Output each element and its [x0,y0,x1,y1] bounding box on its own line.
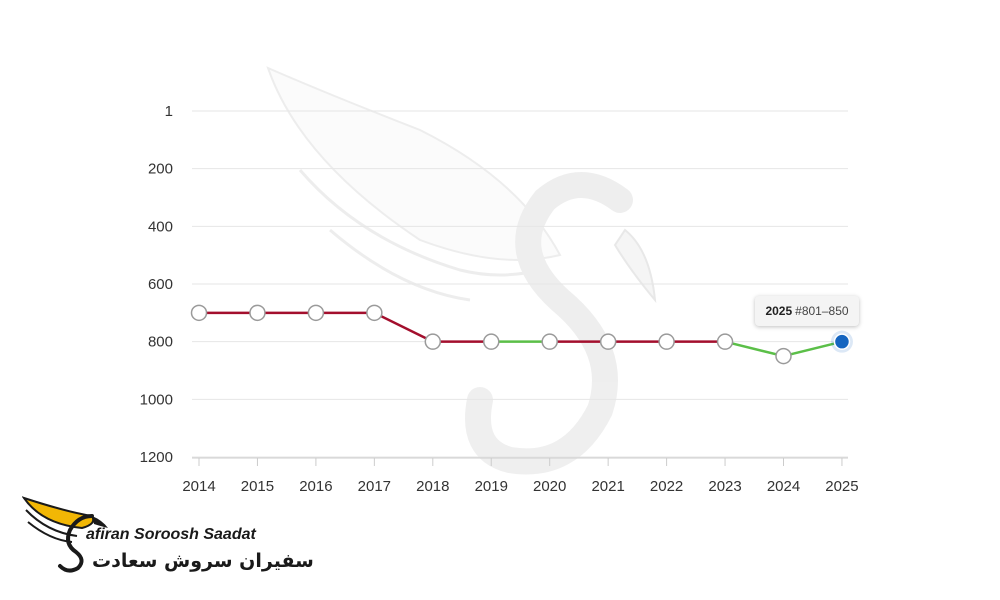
brand-name-fa: سفیران سروش سعادت [92,550,314,572]
x-tick-label: 2018 [416,478,449,495]
data-point [483,333,500,350]
data-point [658,333,675,350]
x-tick-label: 2019 [475,478,508,495]
x-tick-label: 2023 [708,478,741,495]
data-point [541,333,558,350]
x-tick-label: 2015 [241,478,274,495]
data-point [307,304,325,322]
x-tick-label: 2014 [182,478,215,495]
x-tick-label: 2016 [299,478,332,495]
tooltip-year: 2025 [765,304,793,318]
data-point [424,333,442,350]
y-tick-label: 1 [165,103,173,120]
series-segment [373,311,435,343]
y-tick-label: 400 [148,218,173,235]
brand-name-en: afiran Soroosh Saadat [86,526,256,543]
y-tick-label: 200 [148,161,173,178]
data-point-active [833,333,851,350]
x-tick-label: 2017 [358,478,391,495]
series-segment [723,340,785,358]
y-tick-label: 1000 [140,391,173,408]
x-tick-label: 2021 [591,478,624,495]
data-point [775,347,792,365]
y-tick-label: 600 [148,276,173,293]
tooltip: 2025 #801–850 [755,296,859,326]
brand-logo: afiran Soroosh Saadat سفیران سروش سعادت [22,494,314,578]
y-tick-label: 800 [148,334,173,351]
data-point [716,333,734,350]
data-point [249,304,266,322]
swan-wing-icon [22,496,108,573]
y-tick-label: 1200 [140,449,173,466]
x-tick-label: 2020 [533,478,566,495]
tooltip-rank: #801–850 [795,304,849,318]
x-tick-label: 2025 [825,478,858,495]
watermark-logo [266,66,657,475]
data-point [599,333,617,350]
x-tick-label: 2024 [767,478,800,495]
data-point [190,304,208,322]
data-point [366,304,383,322]
series-segment [782,340,844,358]
x-tick-label: 2022 [650,478,683,495]
